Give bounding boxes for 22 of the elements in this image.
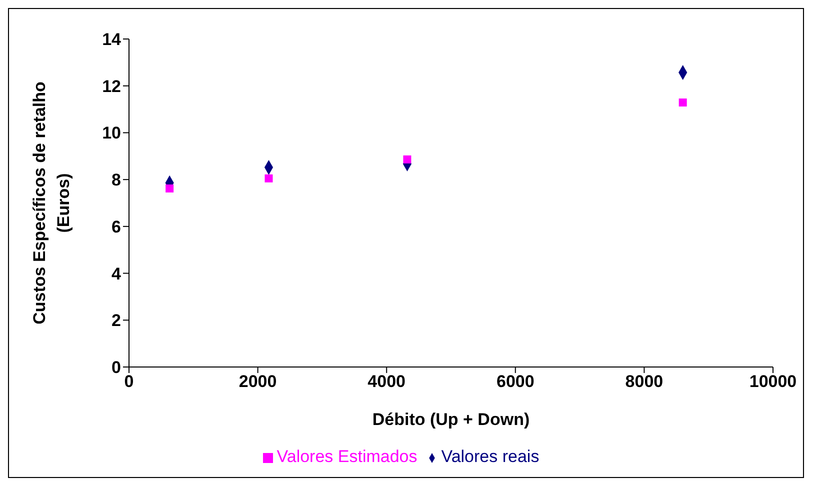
point xyxy=(403,155,412,164)
x-tick-label: 2000 xyxy=(238,372,277,392)
y-tick-label: 14 xyxy=(102,30,122,50)
x-tick-label: 8000 xyxy=(625,372,664,392)
x-tick-label: 0 xyxy=(124,372,134,392)
legend-label: Valores reais xyxy=(441,447,540,466)
point xyxy=(166,184,174,192)
x-tick-label: 6000 xyxy=(496,372,534,392)
point xyxy=(264,174,273,182)
x-axis-title: Débito (Up + Down) xyxy=(372,410,530,429)
y-tick-label: 2 xyxy=(112,311,121,330)
y-tick-label: 8 xyxy=(112,170,121,190)
y-tick-label: 12 xyxy=(102,76,121,96)
legend-label: Valores Estimados xyxy=(276,447,418,466)
y-tick-label: 0 xyxy=(112,358,121,378)
y-tick-label: 4 xyxy=(112,264,122,284)
point xyxy=(678,98,687,106)
y-axis-title: Custos Específicos de retalho (Euros) xyxy=(30,82,73,324)
x-tick-label: 10000 xyxy=(749,372,797,392)
x-tick-label: 4000 xyxy=(368,372,406,392)
y-tick-label: 6 xyxy=(112,217,121,236)
y-tick-label: 10 xyxy=(102,124,121,143)
